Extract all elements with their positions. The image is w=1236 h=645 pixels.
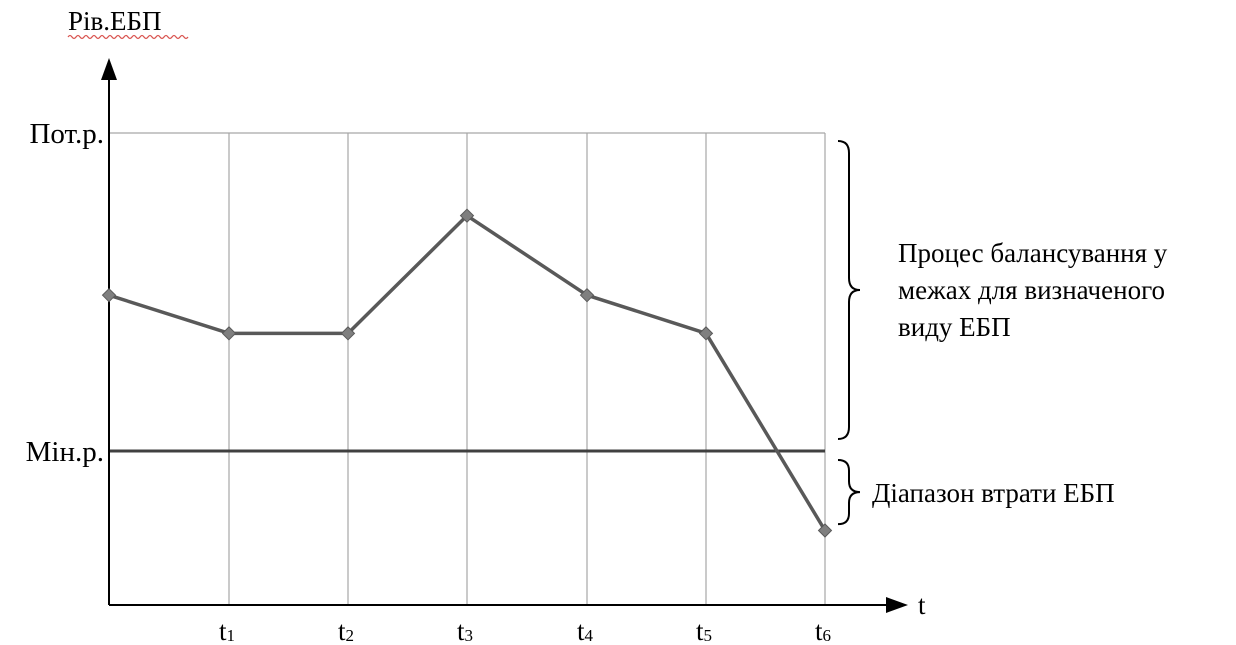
- data-point-1: [221, 326, 237, 341]
- x-tick-label-3: t3: [457, 616, 473, 645]
- x-tick-label-6: t6: [815, 616, 831, 645]
- labels-layer: Рів.ЕБП t Пот.р. Мін.р. t1 t2 t3 t4 t5 t6: [26, 6, 926, 645]
- x-tick-label-1: t1: [219, 616, 235, 645]
- x-tick-label-5: t5: [696, 616, 712, 645]
- annotation-brace-0: [837, 140, 861, 440]
- data-point-3: [459, 208, 475, 223]
- grid-layer: [109, 132, 826, 605]
- axes-layer: [101, 58, 908, 613]
- y-level-label-1: Мін.р.: [26, 436, 104, 468]
- y-axis-arrow: [101, 58, 117, 80]
- x-axis-title: t: [918, 590, 926, 620]
- series-layer: [101, 208, 833, 538]
- data-point-4: [579, 287, 595, 303]
- annotation-text-0-line-2: виду ЕБП: [898, 312, 1011, 342]
- annotation-text-0-line-1: межах для визначеного: [898, 275, 1165, 305]
- data-point-6: [817, 523, 833, 538]
- data-point-0: [101, 287, 117, 303]
- annotation-layer: Процес балансування у межах для визначено…: [837, 140, 1168, 526]
- annotation-brace-1: [837, 459, 861, 526]
- y-level-label-0: Пот.р.: [29, 118, 104, 150]
- x-tick-label-2: t2: [338, 616, 354, 645]
- y-axis-title: Рів.ЕБП: [68, 6, 162, 36]
- x-axis-arrow: [886, 597, 908, 613]
- annotation-text-0-line-0: Процес балансування у: [898, 238, 1168, 268]
- x-tick-label-4: t4: [577, 616, 594, 645]
- data-point-2: [340, 326, 356, 341]
- data-point-5: [698, 326, 714, 341]
- y-title-underline: [67, 34, 189, 40]
- annotation-text-1: Діапазон втрати ЕБП: [872, 478, 1115, 508]
